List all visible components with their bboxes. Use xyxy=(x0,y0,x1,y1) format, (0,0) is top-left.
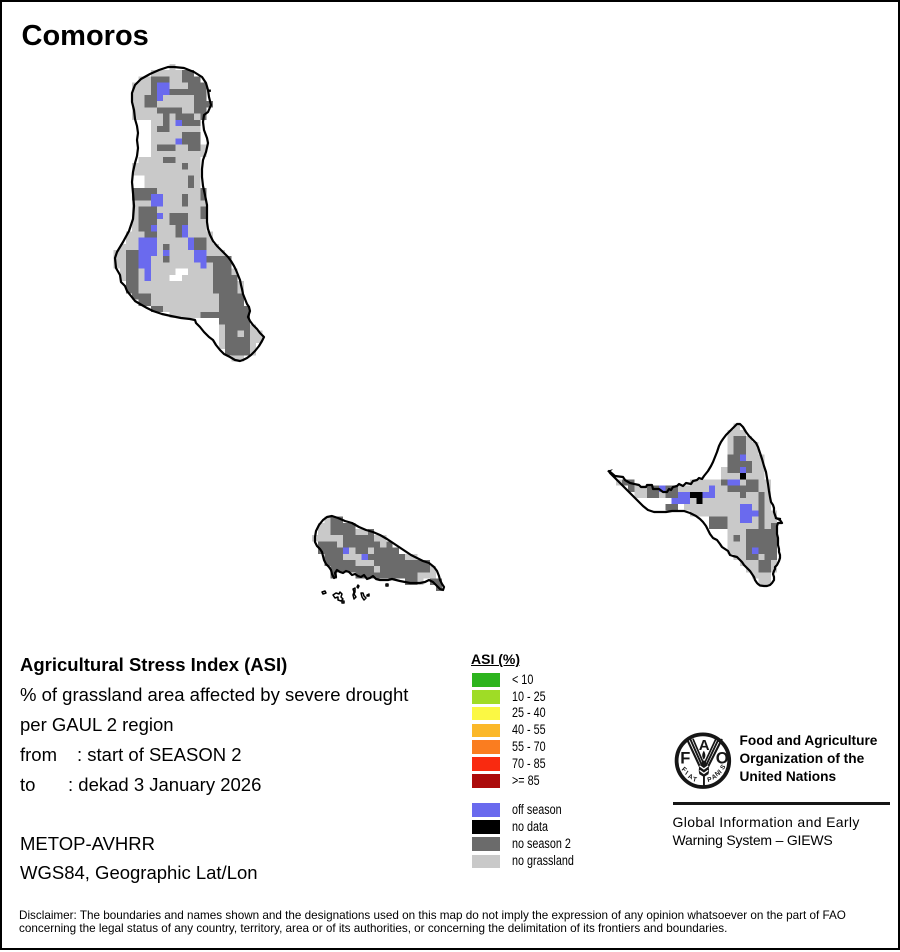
svg-text:I: I xyxy=(717,769,723,776)
svg-text:P: P xyxy=(707,776,714,784)
svg-text:A: A xyxy=(687,773,694,781)
svg-text:O: O xyxy=(716,749,729,767)
svg-text:F: F xyxy=(680,749,690,767)
svg-text:A: A xyxy=(711,773,718,781)
svg-text:A: A xyxy=(699,737,710,754)
svg-text:T: T xyxy=(692,776,698,784)
svg-text:I: I xyxy=(684,770,690,777)
svg-text:S: S xyxy=(719,763,728,771)
svg-text:F: F xyxy=(680,766,688,774)
svg-text:N: N xyxy=(714,770,722,779)
